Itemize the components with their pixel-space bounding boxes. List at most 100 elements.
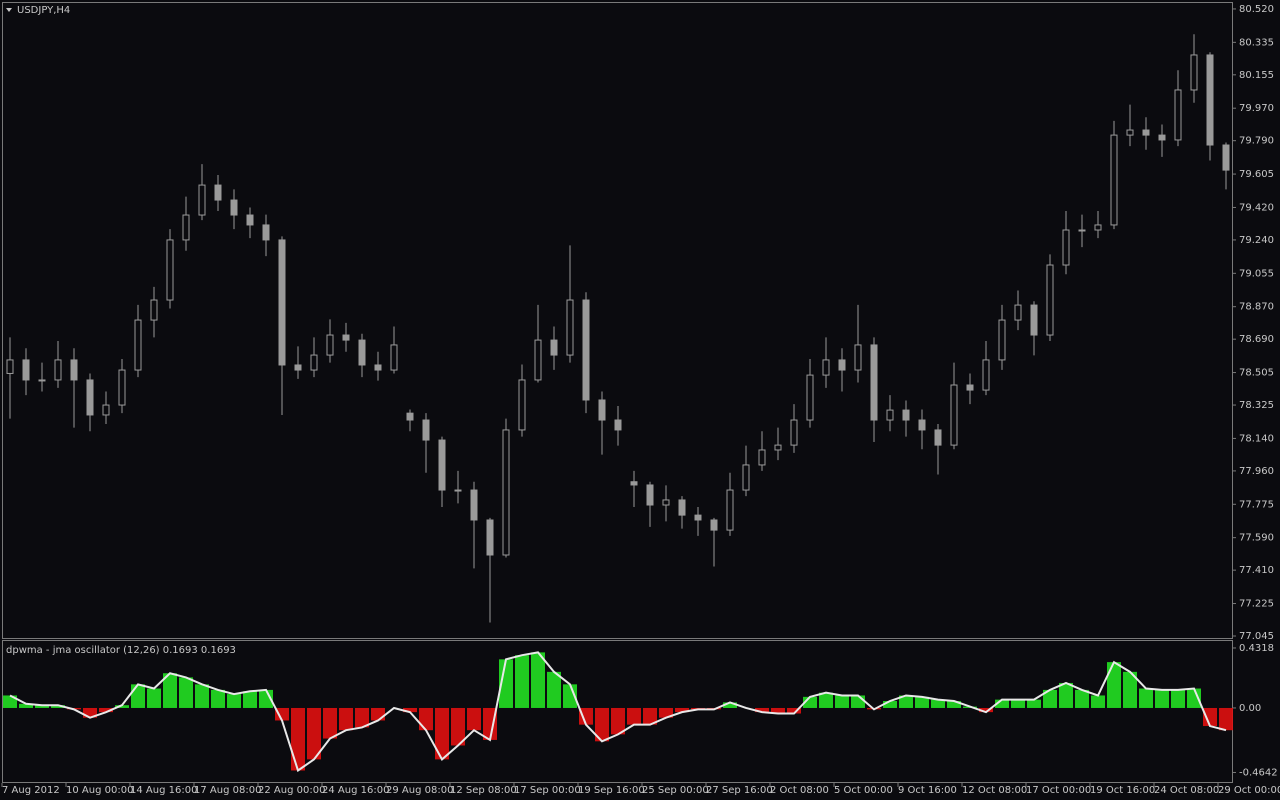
y-tick-label: 80.335 xyxy=(1239,37,1274,48)
histogram-bar xyxy=(931,699,945,708)
histogram-bar xyxy=(787,707,801,714)
histogram-bar xyxy=(803,696,817,708)
y-tick-label: 78.140 xyxy=(1239,433,1274,444)
histogram-bar xyxy=(323,707,337,739)
histogram-bar xyxy=(563,684,577,708)
candle-body xyxy=(518,379,526,431)
histogram-bar xyxy=(723,702,737,708)
histogram-bar xyxy=(675,707,689,713)
histogram-bar xyxy=(851,695,865,708)
histogram-bar xyxy=(1027,699,1041,708)
y-tick-label: 77.960 xyxy=(1239,466,1274,477)
histogram-bar xyxy=(1043,689,1057,708)
x-tick-label: 17 Aug 08:00 xyxy=(194,785,261,796)
candle-body xyxy=(950,384,958,446)
histogram-bar xyxy=(483,707,497,740)
y-tick-label: 78.505 xyxy=(1239,368,1274,379)
histogram-bar xyxy=(19,703,33,708)
x-tick-label: 22 Aug 00:00 xyxy=(258,785,325,796)
histogram-bar xyxy=(515,655,529,708)
y-tick-label: 78.325 xyxy=(1239,400,1274,411)
candle-body xyxy=(550,339,558,356)
histogram-bar xyxy=(371,707,385,721)
y-tick-label: 79.240 xyxy=(1239,235,1274,246)
y-tick-label: 80.155 xyxy=(1239,70,1274,81)
histogram-bar xyxy=(1139,688,1153,708)
y-tick-label: 77.775 xyxy=(1239,499,1274,510)
histogram-bar xyxy=(163,673,177,708)
candle-body xyxy=(246,214,254,226)
candle-body xyxy=(214,184,222,201)
candle-body xyxy=(710,519,718,531)
candle-body xyxy=(806,374,814,421)
candle-body xyxy=(1126,129,1134,136)
candle-body xyxy=(438,439,446,491)
histogram-bar xyxy=(947,701,961,708)
histogram-bar xyxy=(403,707,417,713)
histogram-bar xyxy=(419,707,433,731)
candle-body xyxy=(566,299,574,356)
candle-body xyxy=(230,199,238,216)
x-tick-label: 17 Sep 00:00 xyxy=(514,785,581,796)
candle-body xyxy=(38,379,46,382)
histogram-bar xyxy=(243,691,257,708)
histogram-bar xyxy=(115,705,129,708)
histogram-bar xyxy=(435,707,449,760)
candle-body xyxy=(390,344,398,371)
histogram-bar xyxy=(1219,707,1233,731)
histogram-bar xyxy=(643,707,657,725)
candle-body xyxy=(726,489,734,531)
candle-body xyxy=(1222,144,1230,171)
candle-body xyxy=(1078,229,1086,232)
histogram-bar xyxy=(211,689,225,708)
y-tick-label: -0.4642 xyxy=(1239,767,1278,778)
histogram-bar xyxy=(179,677,193,708)
candle-body xyxy=(22,359,30,381)
candle-body xyxy=(582,299,590,401)
candle-body xyxy=(646,484,654,506)
y-tick-label: 77.225 xyxy=(1239,599,1274,610)
x-tick-label: 10 Aug 00:00 xyxy=(66,785,133,796)
candle-body xyxy=(870,344,878,421)
histogram-bar xyxy=(131,684,145,708)
x-tick-label: 24 Aug 16:00 xyxy=(322,785,389,796)
y-tick-label: 79.790 xyxy=(1239,136,1274,147)
histogram-bar xyxy=(227,694,241,708)
histogram-bar xyxy=(611,707,625,735)
histogram-bar xyxy=(291,707,305,771)
candle-body xyxy=(406,412,414,421)
histogram-bar xyxy=(1123,671,1137,708)
candle-body xyxy=(854,344,862,371)
histogram-bar xyxy=(899,695,913,708)
histogram-bar xyxy=(467,707,481,731)
candle-body xyxy=(966,384,974,391)
candle-body xyxy=(614,419,622,431)
candle-body xyxy=(1062,229,1070,266)
candle-body xyxy=(1046,264,1054,336)
y-tick-label: 77.590 xyxy=(1239,533,1274,544)
candle-body xyxy=(934,429,942,446)
histogram-bar xyxy=(355,707,369,728)
y-tick-label: 77.410 xyxy=(1239,565,1274,576)
x-tick-label: 9 Oct 16:00 xyxy=(898,785,957,796)
histogram-bar xyxy=(1091,695,1105,708)
candle-body xyxy=(1190,54,1198,91)
histogram-bar xyxy=(1155,689,1169,708)
histogram-bar xyxy=(275,707,289,721)
candle-body xyxy=(822,359,830,376)
candle-body xyxy=(310,354,318,371)
menu-arrow[interactable] xyxy=(6,8,12,12)
histogram-bar xyxy=(531,652,545,708)
candle-body xyxy=(1158,134,1166,141)
y-tick-label: 79.605 xyxy=(1239,169,1274,180)
candle-body xyxy=(902,409,910,421)
histogram-bar xyxy=(627,707,641,725)
candle-body xyxy=(998,319,1006,361)
histogram-bar xyxy=(451,707,465,746)
y-tick-label: 0.00 xyxy=(1239,703,1261,714)
candle-body xyxy=(886,409,894,421)
candle-body xyxy=(598,399,606,421)
histogram-bar xyxy=(51,705,65,708)
x-tick-label: 29 Oct 00:00 xyxy=(1218,785,1280,796)
x-tick-label: 17 Oct 00:00 xyxy=(1026,785,1091,796)
